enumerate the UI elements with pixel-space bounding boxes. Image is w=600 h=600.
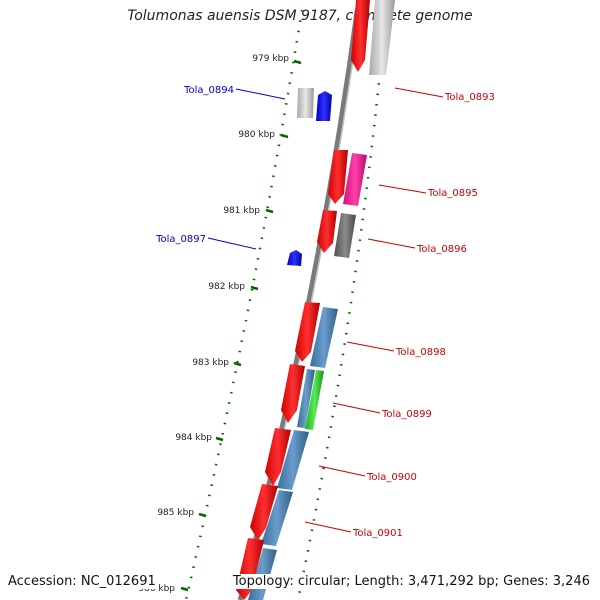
leader-line	[304, 521, 352, 533]
tick-label: 982 kbp	[208, 282, 245, 292]
leader-line	[367, 238, 416, 249]
gene-label-tola-0895[interactable]: Tola_0895	[427, 188, 478, 199]
gene-feature-blue-small[interactable]	[287, 250, 302, 266]
gene-label-tola-0897[interactable]: Tola_0897	[155, 234, 206, 245]
major-tick	[280, 133, 289, 139]
major-tick	[198, 512, 207, 518]
gene-feature-steelblue[interactable]	[310, 307, 338, 368]
gene-label-tola-0900[interactable]: Tola_0900	[366, 472, 417, 483]
major-tick	[215, 436, 224, 442]
leader-line	[318, 465, 366, 477]
leader-line	[235, 88, 286, 100]
leader-line	[207, 237, 257, 250]
gene-feature-red[interactable]	[328, 150, 348, 204]
tick-label: 980 kbp	[238, 130, 275, 140]
major-tick	[250, 285, 259, 291]
feature-layer	[236, 0, 395, 600]
gene-feature-red[interactable]	[317, 210, 337, 253]
leader-line	[394, 87, 444, 98]
major-tick	[180, 586, 189, 592]
gene-feature-magenta[interactable]	[343, 153, 367, 206]
tick-label: 985 kbp	[157, 508, 194, 518]
major-tick	[265, 208, 274, 214]
major-tick	[233, 361, 242, 367]
accession-label: Accession: NC_012691	[8, 574, 159, 589]
outer-tick-rail	[296, 9, 388, 600]
gene-feature-red[interactable]	[351, 0, 370, 72]
tick-label: 979 kbp	[252, 54, 289, 64]
gene-labels: Tola_0893 Tola_0894 Tola_0895 Tola_0896 …	[155, 85, 495, 539]
gene-feature-red[interactable]	[250, 484, 278, 540]
tick-label: 983 kbp	[192, 358, 229, 368]
gene-label-tola-0899[interactable]: Tola_0899	[381, 409, 432, 420]
gene-feature-steelblue[interactable]	[261, 490, 293, 546]
gene-feature-blue[interactable]	[316, 91, 332, 121]
gene-label-tola-0896[interactable]: Tola_0896	[416, 244, 467, 255]
gene-feature-dark-grey[interactable]	[334, 213, 356, 258]
gene-label-tola-0894[interactable]: Tola_0894	[183, 85, 234, 96]
tick-label: 984 kbp	[175, 433, 212, 443]
gene-label-tola-0893[interactable]: Tola_0893	[444, 92, 495, 103]
tick-layer: 979 kbp 980 kbp 981 kbp 982 kbp 983 kbp …	[138, 54, 302, 594]
gene-feature-red[interactable]	[265, 428, 291, 486]
gene-label-tola-0901[interactable]: Tola_0901	[352, 528, 403, 539]
gene-feature-red[interactable]	[295, 302, 320, 362]
gene-feature-grey-small[interactable]	[297, 88, 314, 118]
genome-summary: Topology: circular; Length: 3,471,292 bp…	[229, 574, 590, 589]
gene-feature-steelblue[interactable]	[277, 430, 309, 490]
leader-line	[378, 184, 427, 194]
gene-feature-grey[interactable]	[369, 0, 395, 75]
gene-feature-green[interactable]	[305, 370, 324, 430]
leader-line	[332, 402, 381, 414]
major-tick	[293, 59, 302, 65]
gene-label-tola-0898[interactable]: Tola_0898	[395, 347, 446, 358]
gene-feature-steelblue[interactable]	[297, 369, 315, 428]
label-leaders	[207, 87, 444, 533]
leader-line	[346, 341, 395, 352]
tick-label: 981 kbp	[223, 206, 260, 216]
tick-label: 986 kbp	[138, 584, 175, 594]
gene-feature-red[interactable]	[281, 364, 305, 423]
